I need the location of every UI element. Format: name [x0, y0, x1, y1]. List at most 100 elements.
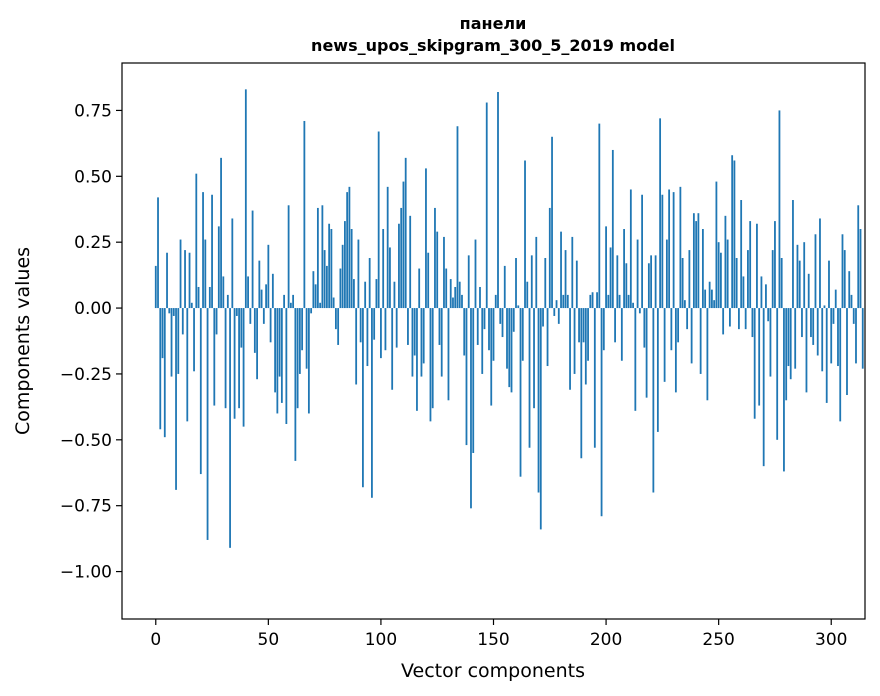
- bar: [157, 197, 159, 309]
- bar: [427, 252, 430, 309]
- bar: [670, 308, 673, 351]
- bar: [355, 308, 358, 385]
- bar: [364, 281, 367, 309]
- bar: [161, 308, 164, 359]
- bar: [717, 242, 720, 309]
- bar: [235, 308, 238, 316]
- bar: [542, 308, 544, 327]
- bar: [332, 297, 335, 309]
- bar: [303, 120, 306, 309]
- bar: [645, 308, 648, 398]
- x-tick-label: 100: [365, 630, 397, 650]
- y-tick-label: 0.00: [74, 299, 112, 319]
- bar: [456, 126, 459, 309]
- bar: [760, 276, 763, 309]
- bar: [256, 308, 258, 380]
- bar: [688, 250, 691, 309]
- bar: [602, 308, 605, 351]
- bar: [539, 308, 542, 530]
- bar: [753, 308, 756, 419]
- bar: [560, 231, 562, 309]
- bar: [301, 308, 304, 351]
- bar: [812, 308, 815, 345]
- bar: [488, 308, 490, 351]
- bar: [206, 308, 209, 540]
- y-tick-label: −0.50: [60, 431, 112, 451]
- bar: [629, 189, 632, 309]
- bar: [485, 102, 488, 309]
- bar: [499, 308, 502, 324]
- bar: [175, 308, 177, 490]
- bar: [337, 308, 340, 345]
- bar: [774, 221, 776, 309]
- bar: [211, 194, 213, 309]
- bar: [292, 294, 295, 309]
- bar: [384, 308, 387, 351]
- bar: [316, 207, 319, 309]
- bar: [722, 308, 725, 335]
- bar: [285, 308, 288, 424]
- bar: [796, 244, 799, 309]
- bar: [479, 286, 481, 309]
- bar: [832, 308, 835, 324]
- bar: [452, 297, 454, 309]
- bar: [447, 308, 450, 401]
- bar: [537, 308, 540, 493]
- bar: [798, 260, 801, 309]
- bar: [747, 250, 749, 309]
- bar: [650, 255, 653, 309]
- bar: [546, 308, 549, 367]
- bar: [298, 308, 301, 374]
- bar: [373, 308, 376, 340]
- bar: [325, 265, 328, 309]
- bar: [756, 223, 758, 309]
- bar: [262, 308, 265, 324]
- bar: [566, 294, 569, 309]
- bar: [494, 294, 497, 309]
- bar: [400, 207, 403, 309]
- bar: [724, 215, 727, 309]
- bar: [490, 308, 493, 406]
- bar: [614, 308, 616, 343]
- bar: [859, 229, 862, 309]
- bar: [605, 226, 607, 309]
- bar: [389, 247, 391, 309]
- bar: [654, 255, 657, 309]
- bar: [371, 308, 373, 498]
- bar: [564, 250, 567, 309]
- bar: [289, 302, 292, 309]
- bar: [578, 308, 580, 343]
- x-axis: 0 50 100 150 200 250 300: [150, 619, 847, 650]
- bar: [810, 308, 812, 338]
- bar: [841, 234, 844, 309]
- bar: [749, 221, 752, 309]
- bar: [571, 236, 574, 309]
- bar: [501, 308, 504, 338]
- bar: [843, 250, 846, 309]
- bar: [792, 200, 794, 309]
- bar: [825, 308, 828, 403]
- x-tick-label: 150: [477, 630, 509, 650]
- bar: [780, 258, 783, 309]
- bar: [166, 252, 168, 309]
- bar: [715, 181, 718, 309]
- bar: [834, 289, 837, 309]
- bar: [431, 308, 434, 409]
- bar: [548, 207, 551, 309]
- bar: [704, 289, 707, 309]
- bar: [271, 273, 274, 309]
- bar: [530, 255, 533, 309]
- bar: [467, 255, 470, 309]
- bar: [625, 263, 628, 309]
- bar: [553, 308, 556, 316]
- bar: [729, 308, 731, 327]
- bar: [362, 308, 364, 488]
- bar: [434, 207, 436, 309]
- bar: [517, 305, 520, 309]
- bar: [609, 247, 612, 309]
- bar: [380, 308, 382, 359]
- bar: [814, 234, 817, 309]
- bar: [731, 155, 734, 309]
- bar: [589, 294, 592, 309]
